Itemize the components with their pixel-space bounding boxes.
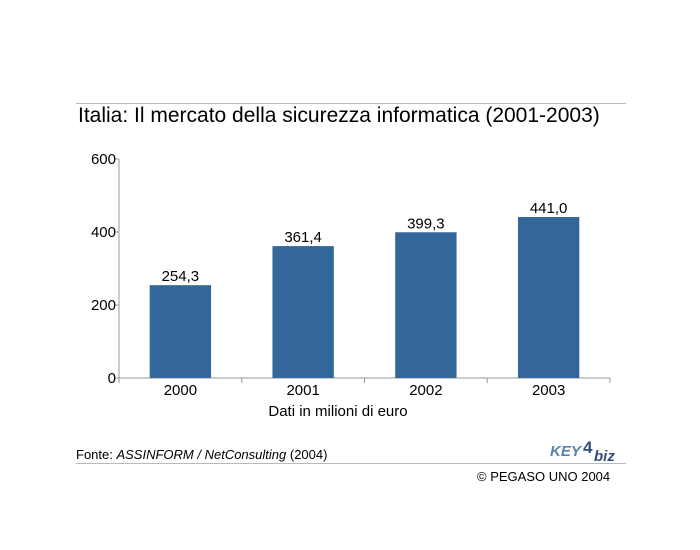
x-tick-label: 2001 [286,382,319,399]
bar-value-label: 254,3 [162,268,200,285]
y-tick-label: 400 [91,224,116,241]
key4biz-logo: KEY 4 biz [550,439,615,465]
source-name: ASSINFORM / NetConsulting [116,447,287,462]
y-axis: 0 200 400 600 [91,151,120,387]
bar-chart: 0 200 400 600 2000 2001 2002 2003 254,3 361,4 39… [91,151,611,420]
copyright-text: © PEGASO UNO 2004 [477,469,611,484]
source-prefix: Fonte: [76,447,117,462]
source-year: (2004) [286,447,328,462]
y-tick-label: 200 [91,297,116,314]
title-rule [76,103,626,104]
x-tick-label: 2000 [164,382,197,399]
logo-four: 4 [583,439,593,457]
logo-biz: biz [594,448,615,465]
bar [272,246,334,378]
logo-key: KEY [550,443,583,460]
bar-value-label: 361,4 [284,229,322,246]
bar [395,232,457,378]
y-tick-label: 0 [108,370,116,387]
bars: 254,3 361,4 399,3 441,0 [149,200,580,378]
x-axis: 2000 2001 2002 2003 [118,377,611,399]
bar-value-label: 399,3 [407,215,445,232]
source-note: Fonte: ASSINFORM / NetConsulting (2004) [76,447,327,462]
x-axis-label: Dati in milioni di euro [268,403,407,420]
chart-title: Italia: Il mercato della sicurezza infor… [78,104,600,127]
bar [517,217,580,378]
bar [149,285,212,378]
footer-rule [76,463,626,464]
x-tick-label: 2003 [532,382,565,399]
bar-value-label: 441,0 [530,200,568,217]
x-tick-label: 2002 [409,382,442,399]
y-tick-label: 600 [91,151,116,168]
